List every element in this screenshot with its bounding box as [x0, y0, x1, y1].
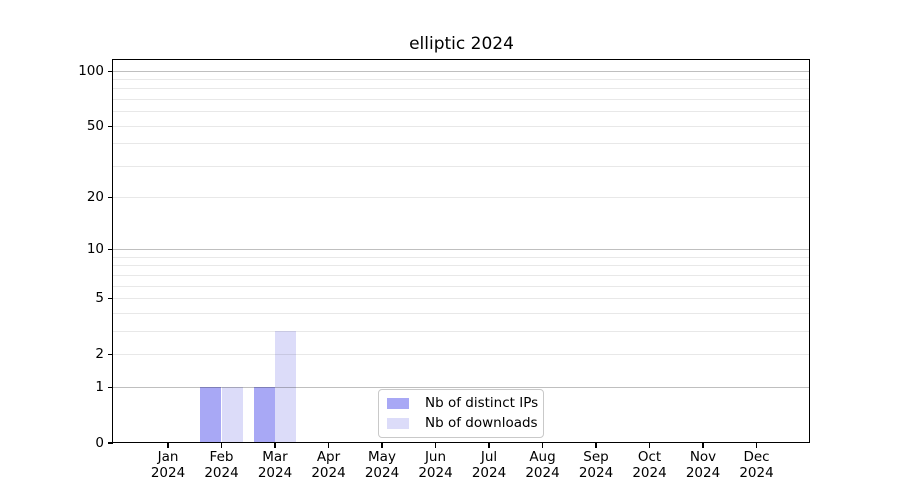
bar-nb-of-downloads	[221, 387, 243, 443]
x-tick-mark	[167, 443, 169, 448]
y-tick-label: 10	[86, 241, 104, 258]
legend-label: Nb of downloads	[425, 415, 538, 431]
gridline-minor	[113, 88, 810, 90]
gridline-minor	[113, 330, 810, 332]
gridline-major	[113, 249, 810, 251]
bars-layer	[113, 60, 810, 443]
gridline-minor	[113, 165, 810, 167]
legend-swatch	[387, 398, 409, 409]
bar-nb-of-distinct-ips	[253, 387, 275, 443]
y-tick-mark	[108, 442, 113, 444]
x-tick-mark	[381, 443, 383, 448]
y-tick-label: 0	[95, 434, 104, 451]
y-tick-label: 5	[95, 290, 104, 307]
bar-nb-of-distinct-ips	[200, 387, 222, 443]
x-tick-label: Oct 2024	[632, 449, 667, 481]
gridline-major	[113, 70, 810, 72]
x-tick-mark	[220, 443, 223, 448]
gridline-minor	[113, 79, 810, 81]
x-tick-mark	[541, 443, 544, 448]
bar-nb-of-downloads	[275, 331, 297, 443]
legend-entry: Nb of downloads	[387, 415, 538, 432]
legend-entry: Nb of distinct IPs	[387, 395, 539, 412]
gridline-minor	[113, 312, 810, 314]
y-tick-mark	[108, 197, 113, 199]
x-tick-label: Jun 2024	[418, 449, 453, 481]
gridline-minor	[113, 99, 810, 101]
x-tick-label: Jul 2024	[471, 449, 507, 481]
x-tick-label: Nov 2024	[685, 449, 721, 481]
legend-label: Nb of distinct IPs	[425, 395, 539, 411]
gridline-minor	[113, 353, 810, 355]
x-tick-mark	[488, 443, 490, 448]
gridlines-layer	[113, 60, 810, 443]
gridline-minor	[113, 265, 810, 267]
x-tick-label: Sep 2024	[578, 449, 614, 481]
gridline-minor	[113, 125, 810, 127]
y-tick-mark	[108, 386, 113, 388]
x-tick-mark	[595, 443, 597, 448]
x-tick-mark	[327, 443, 330, 448]
x-tick-mark	[755, 443, 758, 448]
y-tick-mark	[108, 70, 113, 72]
chart-title: elliptic 2024	[409, 34, 514, 54]
gridline-minor	[113, 143, 810, 145]
x-tick-label: Dec 2024	[739, 449, 774, 481]
plot-area	[113, 60, 810, 443]
x-tick-label: May 2024	[364, 449, 400, 481]
gridline-minor	[113, 256, 810, 258]
gridline-minor	[113, 298, 810, 300]
y-tick-label: 100	[78, 62, 104, 79]
legend-swatch	[387, 418, 409, 429]
y-tick-label: 50	[86, 117, 104, 134]
gridline-minor	[113, 197, 810, 199]
y-tick-mark	[108, 125, 113, 127]
x-tick-label: Feb 2024	[204, 449, 239, 481]
gridline-minor	[113, 285, 810, 287]
x-tick-label: Jan 2024	[150, 449, 186, 481]
x-tick-label: Apr 2024	[311, 449, 346, 481]
x-tick-label: Aug 2024	[525, 449, 560, 481]
gridline-major	[113, 386, 810, 388]
x-tick-mark	[648, 443, 651, 448]
gridline-minor	[113, 111, 810, 113]
gridline-minor	[113, 274, 810, 276]
legend: Nb of distinct IPs Nb of downloads	[378, 389, 544, 438]
x-tick-label: Mar 2024	[257, 449, 293, 481]
y-tick-label: 20	[86, 189, 104, 206]
y-tick-mark	[108, 249, 113, 251]
x-tick-mark	[274, 443, 276, 448]
y-tick-label: 2	[95, 345, 104, 362]
y-tick-label: 1	[95, 378, 104, 395]
y-tick-mark	[108, 353, 113, 356]
x-tick-mark	[702, 443, 704, 448]
y-tick-mark	[108, 298, 113, 300]
x-tick-mark	[434, 443, 437, 448]
